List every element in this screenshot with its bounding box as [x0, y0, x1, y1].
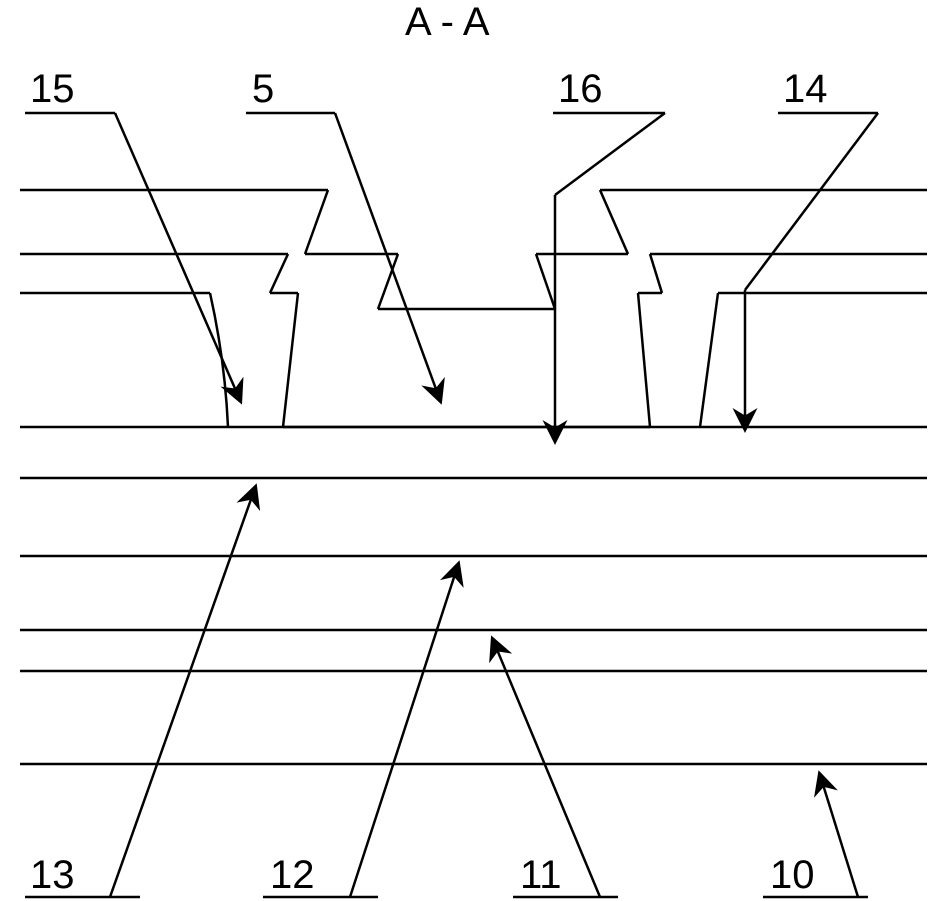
label-16: 16 [558, 67, 603, 112]
label-15: 15 [30, 67, 75, 112]
diagram-svg [0, 0, 947, 901]
label-5: 5 [252, 67, 274, 112]
cross-section-diagram: A - A [0, 0, 947, 901]
label-10: 10 [770, 853, 815, 898]
label-12: 12 [270, 853, 315, 898]
label-14: 14 [783, 67, 828, 112]
label-13: 13 [30, 853, 75, 898]
label-11: 11 [520, 853, 562, 898]
